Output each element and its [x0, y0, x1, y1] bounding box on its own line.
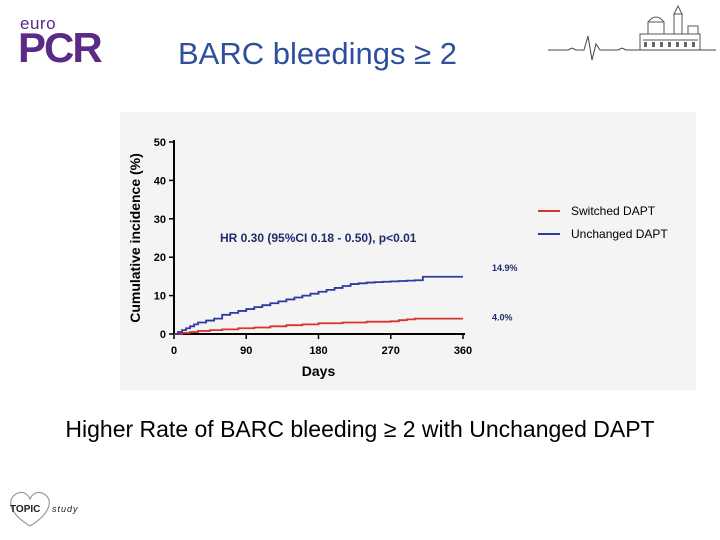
- legend-entry: Switched DAPT: [571, 204, 656, 218]
- x-tick-label: 180: [309, 345, 327, 357]
- kaplan-meier-chart: 0 90 180 270 360 0 10 20 30 40 50 Days Cumulative in…: [127, 137, 668, 379]
- slide-title: BARC bleedings ≥ 2: [178, 36, 457, 71]
- x-tick-label: 0: [171, 345, 177, 357]
- x-axis-title: Days: [302, 363, 336, 379]
- chart-panel: 0 90 180 270 360 0 10 20 30 40 50 Days Cumulative in…: [120, 112, 696, 390]
- x-tick-label: 90: [240, 345, 252, 357]
- europcr-logo-small: euro: [20, 14, 57, 33]
- series-line-unchanged-dapt: [174, 275, 463, 335]
- topic-logo-word: TOPIC: [10, 504, 40, 515]
- slide-caption: Higher Rate of BARC bleeding ≥ 2 with Un…: [65, 416, 655, 442]
- y-tick-label: 20: [154, 252, 166, 264]
- y-tick-label: 0: [160, 329, 166, 341]
- hazard-ratio-annotation: HR 0.30 (95%CI 0.18 - 0.50), p<0.01: [220, 231, 417, 245]
- y-tick-label: 10: [154, 291, 166, 303]
- topic-study-logo: TOPIC study: [10, 491, 79, 527]
- series-end-label: 4.0%: [492, 313, 513, 323]
- chart-series: [174, 275, 463, 335]
- series-end-label: 14.9%: [492, 263, 518, 273]
- topic-logo-sub: study: [52, 504, 79, 514]
- legend-entry: Unchanged DAPT: [571, 227, 668, 241]
- y-tick-label: 50: [154, 137, 166, 149]
- y-axis-title: Cumulative incidence (%): [127, 153, 143, 323]
- chart-axes: [169, 140, 465, 339]
- series-line-switched-dapt: [174, 317, 463, 335]
- x-tick-label: 360: [454, 345, 472, 357]
- chart-labels: 0 90 180 270 360 0 10 20 30 40 50 Days Cumulative in…: [127, 137, 668, 379]
- x-tick-label: 270: [382, 345, 400, 357]
- y-tick-label: 30: [154, 214, 166, 226]
- skyline-ecg-icon: [548, 4, 716, 61]
- y-tick-label: 40: [154, 175, 166, 187]
- europcr-logo: PCR: [18, 24, 103, 71]
